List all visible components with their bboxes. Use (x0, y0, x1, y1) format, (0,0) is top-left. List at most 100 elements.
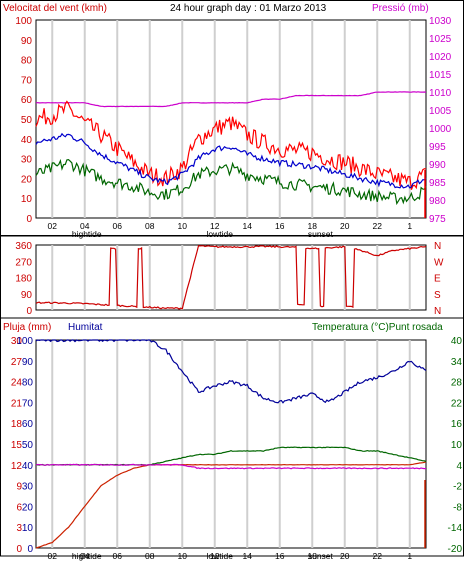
x-tick-label: 10 (178, 221, 188, 231)
y-tick-label: S (434, 290, 441, 301)
y-tick-label: 0 (16, 544, 22, 555)
y-tick-label: 30 (21, 155, 33, 166)
y-tick-label: 10 (21, 194, 33, 205)
wind-min-line (35, 158, 427, 206)
x-tick-label: 18 (308, 551, 318, 561)
x-tick-label: 02 (48, 221, 58, 231)
rain-line (35, 461, 427, 549)
y-tick-label: 15 (11, 440, 23, 451)
y-tick-label: N (434, 306, 441, 317)
y-tick-label: 1030 (429, 16, 452, 27)
wind-speed-title: Velocitat del vent (kmh) (3, 3, 107, 14)
y-tick-label: 28 (451, 378, 463, 389)
y-tick-label: 60 (21, 95, 33, 106)
plot-area-3 (35, 339, 427, 549)
lowtide-label: lowtide (207, 551, 234, 561)
x-tick-label: 16 (275, 221, 285, 231)
y-tick-label: E (434, 274, 441, 285)
y-tick-label: 995 (429, 142, 446, 153)
y-tick-label: 990 (429, 160, 446, 171)
y-tick-label: 270 (15, 257, 32, 268)
y-tick-label: -14 (448, 523, 463, 534)
plot-area-2 (35, 244, 427, 311)
y-tick-label: 980 (429, 196, 446, 207)
pressure-title: Pressió (mb) (372, 3, 429, 14)
y-tick-label: 80 (21, 56, 33, 67)
wind-gust-line (35, 100, 427, 190)
x-tick-label: 22 (373, 551, 383, 561)
y-tick-label: 0 (26, 306, 32, 317)
y-tick-label: 90 (21, 290, 33, 301)
x-tick-label: 12 (210, 551, 220, 561)
bottom-panel-frame (0, 317, 464, 557)
y-tick-label: 985 (429, 178, 446, 189)
y-tick-label: 90 (21, 36, 33, 47)
y-tick-label: 10 (451, 440, 463, 451)
x-tick-label: 04 (80, 551, 90, 561)
y-tick-label: 70 (22, 398, 34, 409)
y-tick-label: 34 (451, 357, 463, 368)
wind-direction-line (35, 245, 427, 310)
sunset-label: sunset (308, 229, 334, 239)
y-tick-label: 20 (21, 174, 33, 185)
y-tick-label: 12 (11, 461, 23, 472)
y-tick-label: 90 (22, 357, 34, 368)
series-lines (35, 91, 427, 549)
y-tick-label: 22 (451, 398, 463, 409)
x-tick-label: 04 (80, 221, 90, 231)
x-tick-label: 1 (407, 221, 412, 231)
x-tick-label: 18 (308, 221, 318, 231)
axis-labels: 02 04 06 08 10 12 14 16 18 20 22 102 04 06 08 10 12 14 16 1… (11, 16, 463, 561)
y-tick-label: 80 (22, 378, 34, 389)
y-tick-label: 20 (22, 502, 34, 513)
y-tick-label: 1005 (429, 106, 452, 117)
x-tick-label: 02 (48, 551, 58, 561)
y-tick-label: 1015 (429, 70, 452, 81)
y-tick-label: 30 (22, 482, 34, 493)
x-tick-label: 20 (340, 551, 350, 561)
y-tick-label: 40 (21, 135, 33, 146)
y-tick-label: 360 (15, 241, 32, 252)
y-tick-label: 16 (451, 419, 463, 430)
y-tick-label: 40 (451, 336, 463, 347)
wind-speed-line (35, 132, 427, 189)
dewpoint-line (35, 463, 426, 470)
x-tick-label: 06 (113, 221, 123, 231)
y-tick-label: 24 (11, 378, 23, 389)
x-tick-label: 10 (178, 551, 188, 561)
y-tick-label: 975 (429, 214, 446, 225)
x-tick-label: 1 (407, 551, 412, 561)
humidity-line (35, 339, 427, 404)
plot-area-1 (35, 19, 427, 219)
sunset-label: sunset (308, 551, 334, 561)
y-tick-label: 70 (21, 75, 33, 86)
y-tick-label: 60 (22, 419, 34, 430)
y-tick-label: 1010 (429, 88, 452, 99)
y-tick-label: -8 (453, 502, 462, 513)
y-tick-label: 50 (21, 115, 33, 126)
y-tick-label: 4 (456, 461, 462, 472)
y-tick-label: 18 (11, 419, 23, 430)
y-tick-label: 100 (16, 336, 33, 347)
y-tick-label: 9 (16, 482, 22, 493)
x-tick-label: 08 (145, 551, 155, 561)
y-tick-label: 3 (16, 523, 22, 534)
x-tick-label: 16 (275, 551, 285, 561)
y-tick-label: N (434, 241, 441, 252)
y-tick-label: 0 (26, 214, 32, 225)
y-tick-label: 0 (27, 544, 33, 555)
y-tick-label: 21 (11, 398, 23, 409)
y-tick-label: 40 (22, 461, 34, 472)
x-tick-label: 14 (243, 221, 253, 231)
y-tick-label: 180 (15, 274, 32, 285)
y-tick-label: 1000 (429, 124, 452, 135)
y-tick-label: 30 (11, 336, 23, 347)
x-tick-label: 06 (113, 551, 123, 561)
grid-lines (35, 19, 427, 549)
x-tick-label: 08 (145, 221, 155, 231)
x-tick-label: 22 (373, 221, 383, 231)
y-tick-label: 6 (16, 502, 22, 513)
y-tick-label: W (434, 257, 444, 268)
x-tick-label: 14 (243, 551, 253, 561)
y-tick-label: 1025 (429, 34, 452, 45)
